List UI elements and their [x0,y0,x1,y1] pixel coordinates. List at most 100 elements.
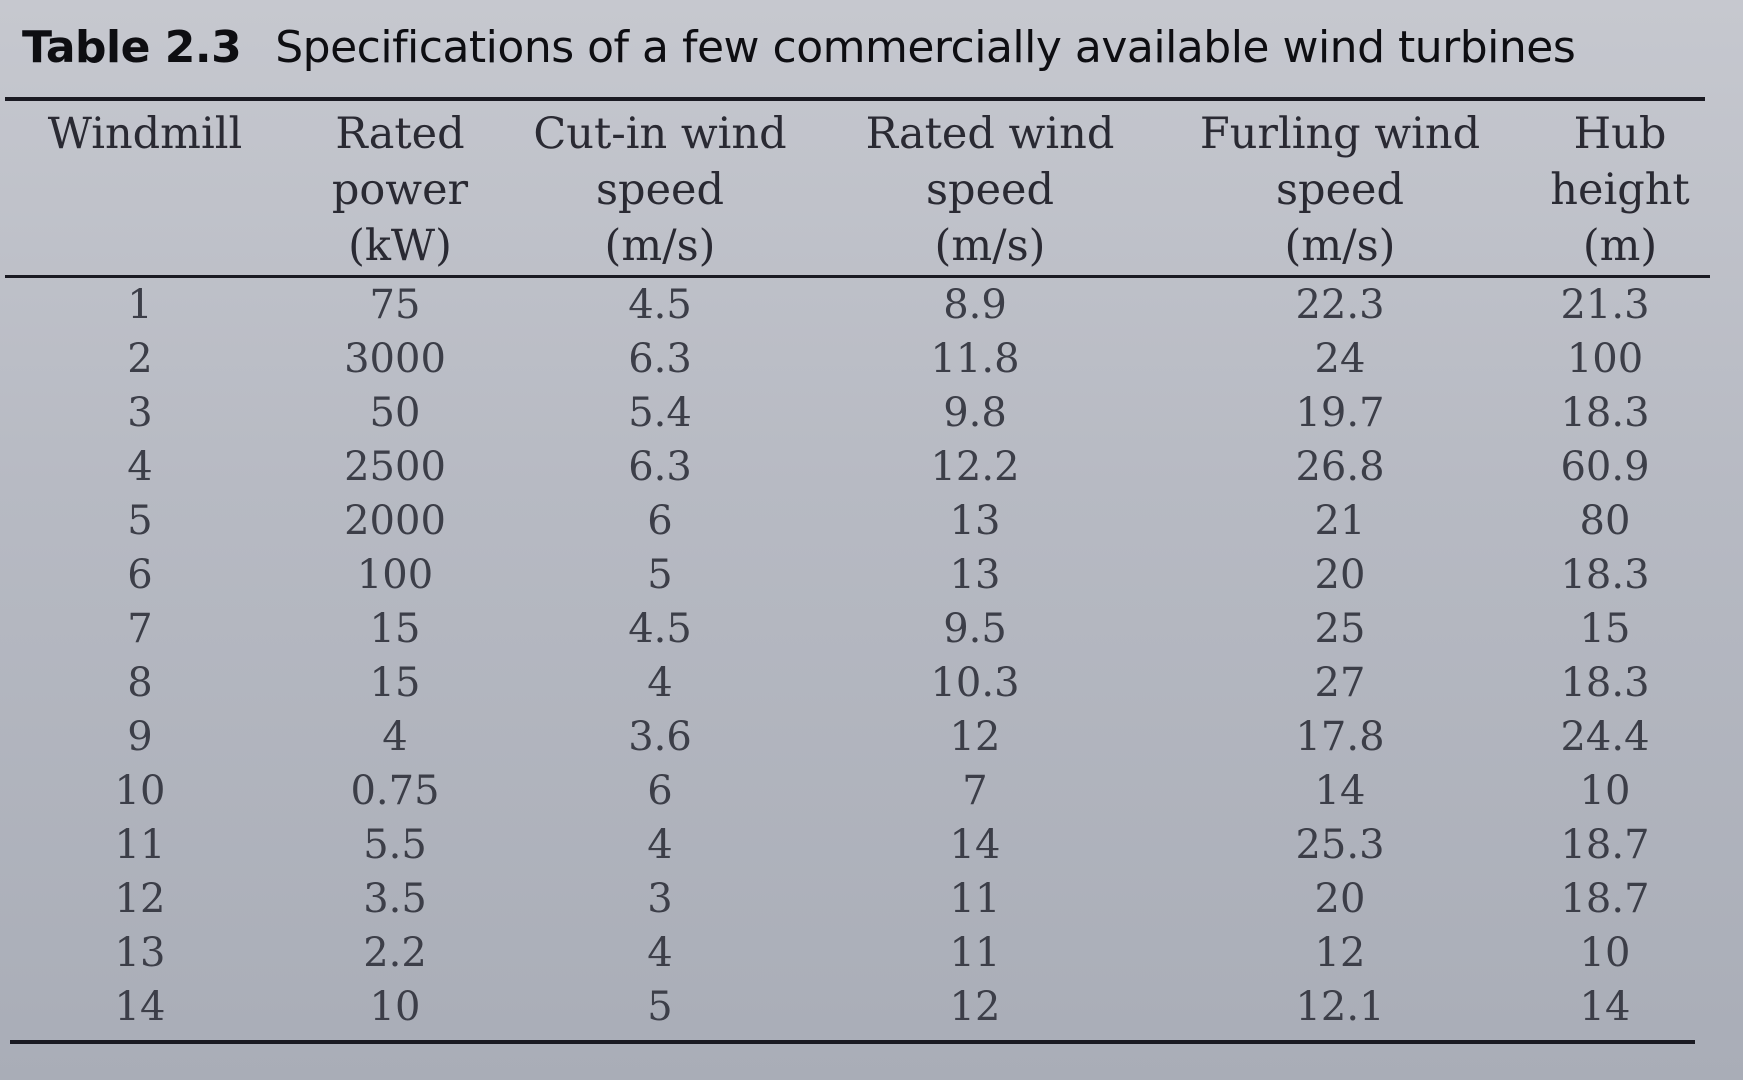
cell-cut-in-wind-speed: 6 [647,498,673,544]
cell-windmill: 11 [114,822,166,868]
cell-rated-wind-speed: 12 [949,984,1001,1030]
cell-windmill: 2 [127,336,153,382]
table-row: 4 2500 6.3 12.2 26.8 60.9 [0,440,1743,494]
cell-hub-height: 15 [1579,606,1631,652]
cell-rated-power: 2.2 [363,930,427,976]
cell-rated-wind-speed: 14 [949,822,1001,868]
cell-cut-in-wind-speed: 5.4 [628,390,692,436]
cell-hub-height: 18.7 [1560,822,1650,868]
header-line: Rated [335,109,465,159]
cell-cut-in-wind-speed: 4 [647,822,673,868]
header-line: height [1550,165,1690,215]
cell-hub-height: 60.9 [1560,444,1650,490]
header-line: speed [925,165,1054,215]
cell-hub-height: 100 [1566,336,1644,382]
header-line: Cut-in wind [533,109,787,159]
cell-rated-wind-speed: 7 [962,768,988,814]
header-windmill: Windmill [30,106,260,162]
cell-cut-in-wind-speed: 5 [647,552,673,598]
cell-rated-wind-speed: 13 [949,498,1001,544]
table-row: 1 75 4.5 8.9 22.3 21.3 [0,278,1743,332]
header-line: (m/s) [1284,221,1396,271]
cell-hub-height: 18.3 [1560,660,1650,706]
cell-rated-wind-speed: 10.3 [930,660,1020,706]
cell-furling-wind-speed: 21 [1314,498,1366,544]
header-line: power [331,165,469,215]
table-caption: Table 2.3 Specifications of a few commerc… [22,22,1576,73]
cell-cut-in-wind-speed: 3 [647,876,673,922]
cell-furling-wind-speed: 20 [1314,876,1366,922]
cell-rated-power: 5.5 [363,822,427,868]
cell-rated-power: 0.75 [350,768,440,814]
cell-rated-wind-speed: 12.2 [930,444,1020,490]
cell-rated-wind-speed: 12 [949,714,1001,760]
cell-furling-wind-speed: 26.8 [1295,444,1385,490]
cell-windmill: 9 [127,714,153,760]
cell-hub-height: 80 [1579,498,1631,544]
table-row: 11 5.5 4 14 25.3 18.7 [0,818,1743,872]
cell-cut-in-wind-speed: 5 [647,984,673,1030]
cell-rated-power: 4 [382,714,408,760]
cell-hub-height: 14 [1579,984,1631,1030]
cell-rated-wind-speed: 9.5 [943,606,1007,652]
header-line: Hub [1573,109,1667,159]
cell-hub-height: 18.3 [1560,552,1650,598]
cell-cut-in-wind-speed: 4 [647,930,673,976]
cell-hub-height: 21.3 [1560,282,1650,328]
cell-windmill: 10 [114,768,166,814]
header-line: (m/s) [934,221,1046,271]
cell-rated-power: 15 [369,660,421,706]
cell-cut-in-wind-speed: 6 [647,768,673,814]
cell-windmill: 14 [114,984,166,1030]
cell-furling-wind-speed: 17.8 [1295,714,1385,760]
cell-rated-power: 100 [356,552,434,598]
header-rule [5,275,1710,278]
cell-windmill: 12 [114,876,166,922]
table-row: 8 15 4 10.3 27 18.3 [0,656,1743,710]
cell-windmill: 7 [127,606,153,652]
cell-rated-wind-speed: 13 [949,552,1001,598]
cell-windmill: 13 [114,930,166,976]
cell-furling-wind-speed: 20 [1314,552,1366,598]
cell-rated-wind-speed: 9.8 [943,390,1007,436]
header-furling-wind-speed: Furling wind speed (m/s) [1175,106,1505,274]
cell-cut-in-wind-speed: 4.5 [628,282,692,328]
cell-rated-power: 2000 [344,498,446,544]
header-line: Rated wind [865,109,1115,159]
table-number: Table 2.3 [22,22,242,73]
header-hub-height: Hub height (m) [1520,106,1720,274]
table-row: 2 3000 6.3 11.8 24 100 [0,332,1743,386]
table-row: 13 2.2 4 11 12 10 [0,926,1743,980]
cell-rated-power: 75 [369,282,421,328]
header-rated-wind-speed: Rated wind speed (m/s) [850,106,1130,274]
cell-cut-in-wind-speed: 6.3 [628,444,692,490]
cell-rated-wind-speed: 11 [949,876,1001,922]
cell-windmill: 5 [127,498,153,544]
cell-furling-wind-speed: 27 [1314,660,1366,706]
cell-furling-wind-speed: 19.7 [1295,390,1385,436]
cell-furling-wind-speed: 12 [1314,930,1366,976]
cell-hub-height: 24.4 [1560,714,1650,760]
cell-windmill: 6 [127,552,153,598]
cell-rated-power: 3.5 [363,876,427,922]
header-line: speed [595,165,724,215]
cell-windmill: 4 [127,444,153,490]
header-line: (m) [1582,221,1658,271]
cell-windmill: 8 [127,660,153,706]
cell-rated-power: 50 [369,390,421,436]
table-row: 7 15 4.5 9.5 25 15 [0,602,1743,656]
table-row: 9 4 3.6 12 17.8 24.4 [0,710,1743,764]
header-line: speed [1275,165,1404,215]
cell-windmill: 1 [127,282,153,328]
cell-rated-wind-speed: 11 [949,930,1001,976]
table-body: 1 75 4.5 8.9 22.3 21.3 2 3000 6.3 11.8 24 100 3 50 5.4… [0,278,1743,1034]
cell-cut-in-wind-speed: 6.3 [628,336,692,382]
cell-cut-in-wind-speed: 3.6 [628,714,692,760]
table-row: 10 0.75 6 7 14 10 [0,764,1743,818]
table-row: 3 50 5.4 9.8 19.7 18.3 [0,386,1743,440]
table-row: 5 2000 6 13 21 80 [0,494,1743,548]
cell-cut-in-wind-speed: 4 [647,660,673,706]
cell-furling-wind-speed: 24 [1314,336,1366,382]
top-rule [5,97,1705,101]
